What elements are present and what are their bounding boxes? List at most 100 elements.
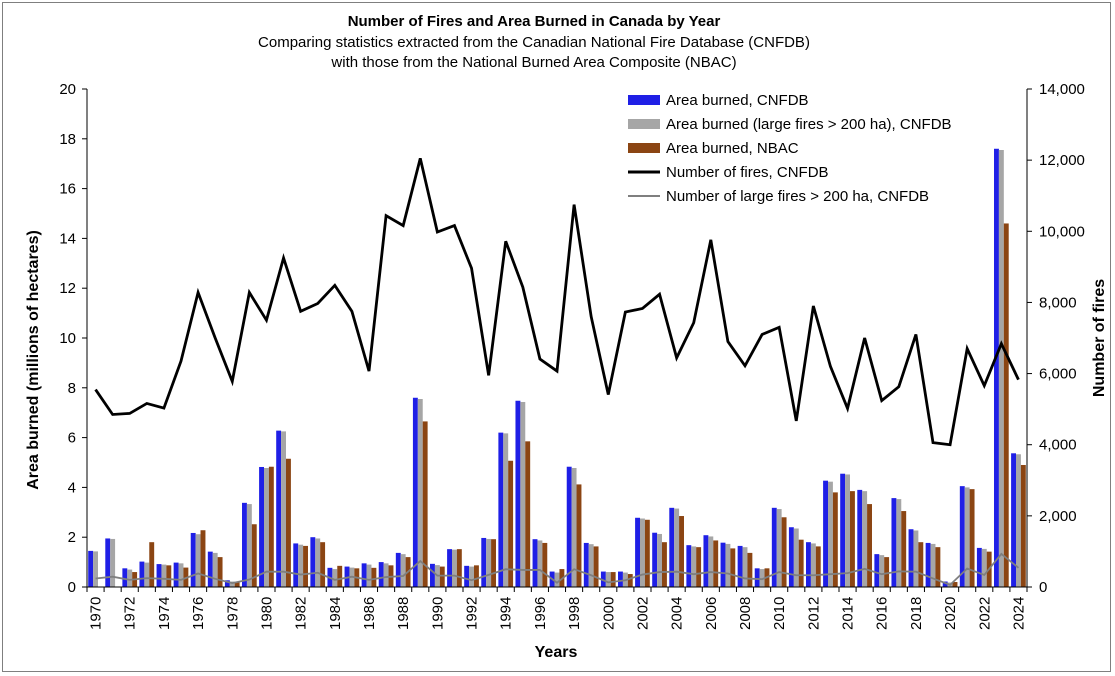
bar-1-1983 — [310, 537, 316, 587]
bar-2-1984 — [332, 569, 338, 587]
bar-1-1979 — [242, 502, 247, 587]
x-tick-label: 1982 — [293, 597, 310, 630]
bar-1-1976 — [190, 532, 196, 587]
y-tick-label: 2 — [68, 529, 76, 546]
bar-3-1999 — [593, 546, 599, 587]
x-axis-title: Years — [535, 644, 578, 661]
bar-3-1990 — [439, 566, 445, 587]
bar-3-2006 — [713, 540, 719, 587]
bar-1-2019 — [925, 542, 931, 587]
chart-subtitle-line-2: with those from the National Burned Area… — [330, 54, 736, 71]
line-number-of-fires — [94, 158, 1020, 447]
bar-2-2023 — [998, 150, 1004, 587]
bar-2-2021 — [964, 487, 970, 587]
bar-3-1983 — [320, 542, 326, 587]
bar-2-2015 — [862, 491, 868, 587]
bar-2-1992 — [469, 566, 474, 587]
bar-3-2018 — [918, 542, 924, 587]
bar-2-2006 — [708, 536, 714, 587]
bar-3-2015 — [867, 504, 872, 587]
bar-3-1995 — [525, 441, 531, 587]
bar-3-2013 — [832, 492, 838, 587]
x-tick-label: 2006 — [703, 597, 720, 630]
bar-2-1970 — [93, 551, 98, 587]
axes-layer: 0 2 4 6 8 10 12 14 16 18 20 0 2,000 4,000 6,000 8,000 10… — [59, 81, 1085, 630]
bar-3-1984 — [337, 565, 343, 587]
bar-1-2018 — [908, 529, 914, 587]
line-number-of-large-fires — [95, 552, 1020, 586]
x-tick-label: 1988 — [395, 597, 412, 630]
bar-2-2005 — [691, 546, 697, 587]
y2-tick-label: 2,000 — [1039, 508, 1077, 525]
bar-3-2010 — [781, 517, 787, 587]
x-tick-label: 2022 — [976, 597, 993, 630]
bar-1-1989 — [412, 397, 418, 587]
bar-2-2003 — [657, 533, 662, 587]
bar-3-2021 — [969, 489, 975, 587]
bar-1-1994 — [498, 432, 504, 587]
bar-2-2009 — [759, 569, 765, 587]
bar-1-1974 — [156, 564, 162, 587]
bar-1-1978 — [224, 580, 230, 587]
x-tick-label: 2008 — [737, 597, 754, 630]
bar-3-1979 — [251, 524, 257, 587]
bar-1-2010 — [771, 507, 777, 587]
bar-1-1971 — [105, 538, 111, 587]
bar-2-2016 — [879, 555, 885, 587]
y-tick-label: 14 — [59, 230, 76, 247]
y2-axis-title: Number of fires — [1091, 279, 1108, 397]
bar-1-2011 — [788, 527, 794, 587]
legend-label: Number of large fires > 200 ha, CNFDB — [666, 188, 929, 205]
x-tick-label: 1990 — [429, 597, 446, 630]
bar-3-1976 — [200, 530, 206, 587]
bar-3-2023 — [1003, 223, 1009, 587]
x-tick-label: 2000 — [600, 597, 617, 630]
y2-tick-label: 10,000 — [1039, 223, 1085, 240]
bar-1-1987 — [378, 562, 384, 587]
x-tick-label: 1986 — [361, 597, 378, 630]
bar-2-1972 — [127, 569, 133, 587]
chart-title: Number of Fires and Area Burned in Canad… — [348, 13, 721, 30]
bar-1-2001 — [618, 571, 623, 587]
bar-2-2004 — [674, 508, 680, 587]
bar-1-1980 — [259, 466, 264, 587]
x-tick-label: 1978 — [224, 597, 241, 630]
bar-3-2011 — [798, 539, 804, 587]
bar-3-2014 — [850, 491, 855, 587]
y-tick-label: 8 — [68, 380, 76, 397]
bar-1-2008 — [737, 545, 743, 587]
y-tick-label: 10 — [59, 330, 76, 347]
x-tick-label: 1996 — [532, 597, 549, 630]
bar-2-1980 — [264, 467, 269, 587]
y-tick-label: 16 — [59, 181, 76, 198]
bar-2-1993 — [486, 538, 492, 587]
bar-3-1992 — [474, 565, 479, 587]
bar-2-1988 — [400, 554, 406, 587]
bar-2-2002 — [640, 518, 645, 587]
legend-swatch — [628, 95, 660, 105]
x-tick-label: 2004 — [669, 597, 686, 630]
bar-1-2005 — [686, 545, 692, 587]
bar-2-2018 — [913, 530, 919, 587]
bar-3-2024 — [1020, 464, 1026, 587]
bar-1-1972 — [122, 568, 128, 587]
bar-3-1977 — [217, 557, 223, 587]
bar-1-2007 — [720, 542, 726, 587]
bar-1-2020 — [942, 581, 948, 587]
bar-2-1986 — [366, 564, 372, 587]
x-tick-label: 2020 — [942, 597, 959, 630]
bar-2-2012 — [810, 543, 816, 587]
y-tick-label: 0 — [68, 579, 76, 596]
x-tick-label: 1970 — [88, 597, 105, 630]
x-tick-label: 1976 — [190, 597, 207, 630]
x-tick-label: 1984 — [327, 597, 344, 630]
bar-1-1982 — [293, 543, 299, 587]
bar-3-2020 — [952, 582, 958, 587]
bar-3-2008 — [747, 552, 753, 587]
legend: Area burned, CNFDB Area burned (large fir… — [628, 92, 952, 205]
bar-3-2005 — [696, 547, 702, 587]
bar-2-1999 — [588, 544, 594, 587]
y2-tick-label: 0 — [1039, 579, 1047, 596]
bar-3-1973 — [149, 542, 155, 587]
bar-1-1975 — [173, 562, 179, 587]
